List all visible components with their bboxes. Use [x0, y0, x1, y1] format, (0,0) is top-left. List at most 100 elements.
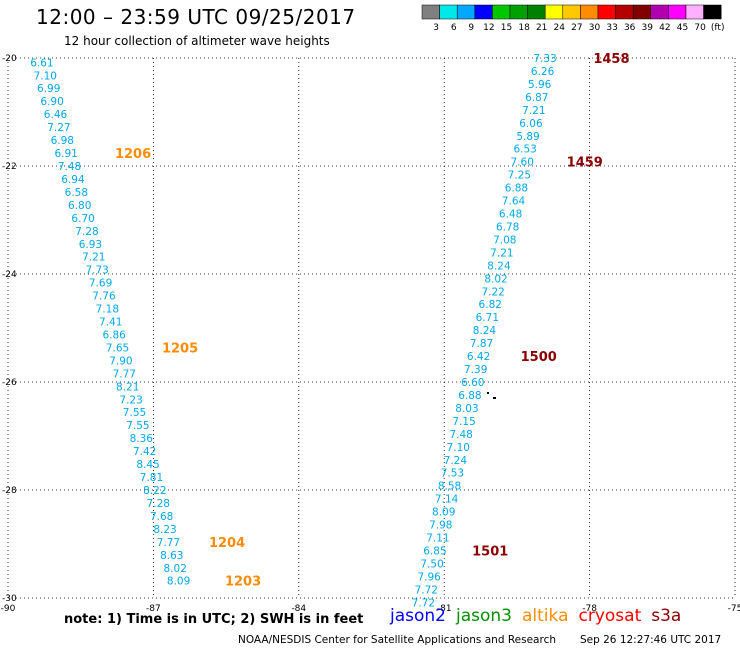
- y-tick-label: -22: [2, 162, 17, 172]
- color-scale-label: 3: [433, 23, 439, 33]
- wave-height-point: 7.23: [119, 394, 142, 406]
- color-scale-label: 33: [606, 23, 617, 33]
- color-scale-label: 70: [694, 23, 706, 33]
- wave-height-point: 8.02: [484, 273, 507, 285]
- color-scale-label: 9: [468, 23, 474, 33]
- wave-height-point: 7.10: [34, 70, 57, 82]
- wave-height-point: 7.48: [58, 161, 81, 173]
- wave-height-point: 7.90: [109, 355, 132, 367]
- wave-height-point: 6.85: [423, 545, 446, 557]
- pass-time-label: 1204: [209, 536, 245, 551]
- wave-height-point: 7.81: [140, 472, 163, 484]
- x-tick-label: -87: [146, 604, 161, 614]
- wave-height-point: 7.53: [441, 468, 464, 480]
- wave-height-point: 7.77: [113, 368, 136, 380]
- wave-height-point: 7.21: [522, 105, 545, 117]
- x-tick-label: -78: [582, 604, 597, 614]
- wave-height-point: 7.64: [502, 196, 526, 208]
- wave-height-point: 6.70: [71, 213, 94, 225]
- wave-height-point: 6.26: [531, 66, 555, 78]
- wave-height-point: 6.88: [458, 390, 481, 402]
- wave-height-point: 6.61: [30, 57, 53, 69]
- wave-height-point: 8.09: [432, 507, 455, 519]
- wave-height-point: 6.82: [479, 299, 502, 311]
- chart-subtitle: 12 hour collection of altimeter wave hei…: [64, 34, 330, 48]
- wave-height-point: 7.48: [449, 429, 472, 441]
- units-note: note: 1) Time is in UTC; 2) SWH is in fe…: [64, 612, 364, 627]
- wave-height-point: 7.55: [123, 407, 146, 419]
- wave-height-point: 6.91: [54, 148, 77, 160]
- wave-height-point: 7.39: [464, 364, 487, 376]
- pass-time-label: 1459: [567, 156, 603, 171]
- color-scale-label: 30: [589, 23, 601, 33]
- pass-time-label: 1206: [115, 147, 151, 162]
- wave-height-point: 7.27: [47, 122, 70, 134]
- wave-height-point: 8.45: [136, 459, 159, 471]
- wave-height-point: 7.08: [493, 234, 516, 246]
- color-scale-label: 45: [677, 23, 688, 33]
- wave-height-point: 8.09: [167, 576, 190, 588]
- wave-height-map: -90 -87 -84 -81 -78 -75 -20 -22 -24 -26 -28 -30 6.61…: [1, 52, 740, 614]
- wave-height-point: 7.21: [490, 247, 513, 259]
- wave-height-point: 6.87: [525, 92, 548, 104]
- pass-time-label: 1205: [162, 341, 198, 356]
- color-scale-label: 36: [624, 23, 636, 33]
- wave-height-point: 5.96: [528, 79, 552, 91]
- wave-height-point: 8.21: [116, 381, 139, 393]
- x-tick-label: -84: [291, 604, 306, 614]
- wave-height-point: 7.98: [429, 520, 452, 532]
- wave-height-point: 8.23: [153, 524, 176, 536]
- color-scale-legend: 3 6 9 12 15 18 21 24 27 30 33 36 39 42 45 70 (ft): [421, 4, 724, 33]
- wave-height-point: 7.69: [89, 278, 112, 290]
- wave-height-point: 6.06: [519, 118, 543, 130]
- wave-height-point: 6.94: [61, 174, 85, 186]
- chart-title: 12:00 – 23:59 UTC 09/25/2017: [36, 5, 356, 29]
- wave-height-point: 8.22: [143, 485, 166, 497]
- wave-height-point: 7.10: [447, 442, 470, 454]
- wave-height-point: 6.90: [40, 96, 63, 108]
- color-scale-label: 27: [571, 23, 582, 33]
- wave-height-point: 7.18: [96, 304, 119, 316]
- x-tick-label: -81: [437, 604, 452, 614]
- wave-height-point: 7.50: [420, 558, 443, 570]
- track-mark: [487, 392, 489, 394]
- legend-item-altika: altika: [522, 606, 569, 626]
- wave-height-point: 7.22: [481, 286, 504, 298]
- y-tick-label: -26: [2, 378, 17, 388]
- wave-height-point: 7.25: [508, 170, 531, 182]
- wave-height-point: 7.72: [412, 597, 435, 609]
- wave-height-point: 6.99: [37, 83, 60, 95]
- x-tick-label: -75: [728, 604, 740, 614]
- color-scale-label: 24: [554, 23, 566, 33]
- wave-height-point: 7.76: [92, 291, 116, 303]
- wave-height-point: 8.36: [130, 433, 154, 445]
- wave-height-point: 7.24: [444, 455, 468, 467]
- pass-time-label: 1501: [472, 544, 508, 559]
- wave-height-point: 7.15: [452, 416, 475, 428]
- wave-height-point: 6.53: [513, 144, 536, 156]
- wave-height-point: 6.78: [496, 221, 519, 233]
- wave-height-point: 8.24: [487, 260, 511, 272]
- wave-height-point: 6.80: [68, 200, 91, 212]
- wave-height-point: 7.28: [75, 226, 98, 238]
- wave-height-point: 6.71: [476, 312, 499, 324]
- wave-height-point: 7.65: [106, 342, 129, 354]
- color-scale-label: 6: [451, 23, 457, 33]
- wave-height-point: 8.02: [164, 563, 187, 575]
- wave-height-point: 7.77: [157, 537, 180, 549]
- color-scale-label: 21: [536, 23, 547, 33]
- color-scale-label: 15: [501, 23, 512, 33]
- wave-height-point: 8.58: [438, 481, 461, 493]
- wave-height-point: 7.33: [533, 53, 556, 65]
- wave-height-point: 6.60: [461, 377, 484, 389]
- legend-item-s3a: s3a: [651, 606, 682, 626]
- legend-item-jason3: jason3: [456, 606, 512, 626]
- wave-height-point: 7.72: [415, 584, 438, 596]
- satellite-legend: jason2 jason3 altika cryosat s3a: [390, 606, 691, 626]
- legend-item-cryosat: cryosat: [578, 606, 642, 626]
- wave-height-point: 7.55: [126, 420, 149, 432]
- wave-height-point: 7.42: [133, 446, 156, 458]
- color-scale-label: 12: [483, 23, 494, 33]
- wave-height-point: 6.48: [499, 209, 522, 221]
- wave-height-point: 6.93: [79, 239, 102, 251]
